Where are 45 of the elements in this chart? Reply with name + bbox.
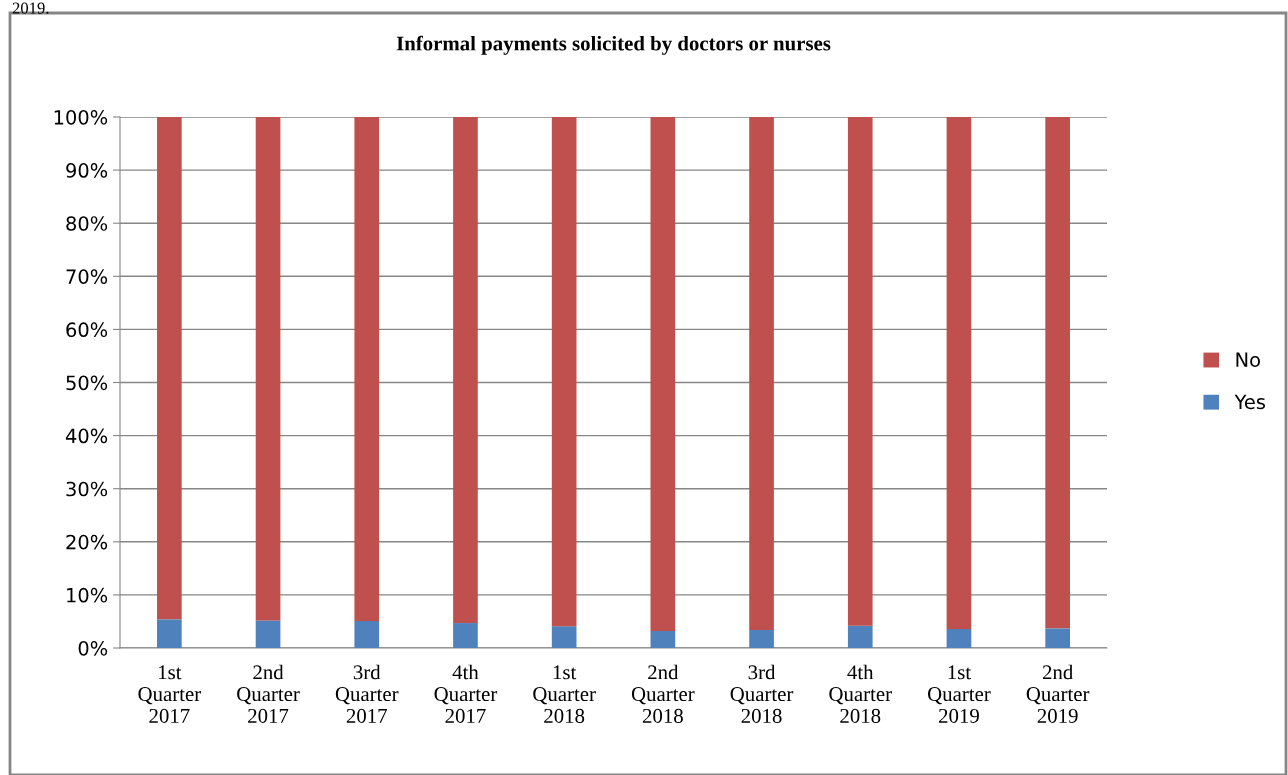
x-tick-label: 2nd Quarter 2019: [1026, 664, 1090, 723]
x-tick-label: 1st Quarter 2018: [533, 665, 596, 723]
bar: [354, 117, 380, 621]
x-tick-label: 2nd Quarter 2017: [237, 664, 300, 723]
bar: [453, 117, 478, 624]
x-tick-label: 4th Quarter 2017: [434, 664, 498, 723]
y-tick-label: 90%: [66, 163, 108, 178]
chart-title: Informal payments solicited by doctors or nurses: [396, 35, 831, 55]
bar: [749, 629, 774, 648]
bar: [255, 620, 281, 648]
bar: [354, 620, 380, 648]
bar: [453, 623, 478, 648]
legend-label: No: [1236, 352, 1260, 368]
bar: [749, 117, 774, 630]
x-tick-label: 3rd Quarter 2018: [730, 664, 794, 723]
y-tick-label: 20%: [66, 534, 108, 550]
y-tick-label: 30%: [66, 481, 108, 497]
y-tick-label: 50%: [66, 375, 108, 391]
text: 2019.: [12, 2, 49, 14]
bar: [946, 628, 972, 648]
y-tick-label: 60%: [66, 322, 108, 338]
y-tick-label: 100%: [54, 109, 108, 125]
bar: [1045, 628, 1070, 648]
bar: [650, 117, 676, 632]
x-tick-label: 3rd Quarter 2017: [335, 664, 399, 723]
bar: [551, 117, 577, 627]
legend-label: Yes: [1234, 394, 1266, 410]
x-tick-label: 2nd Quarter 2018: [631, 664, 695, 723]
y-tick-label: 40%: [65, 428, 108, 444]
x-tick-label: 1st Quarter 2017: [138, 665, 201, 723]
y-tick-label: 10%: [67, 587, 108, 603]
bar: [1045, 117, 1070, 629]
bar: [551, 626, 577, 648]
bar: [650, 631, 676, 648]
bar: [847, 117, 873, 626]
bar: [847, 625, 873, 648]
y-tick-label: 0%: [78, 640, 108, 656]
y-tick-label: 70%: [66, 269, 108, 284]
y-tick-label: 80%: [66, 216, 108, 231]
x-tick-label: 4th Quarter 2018: [829, 664, 892, 723]
bar: [255, 117, 281, 621]
bar: [946, 117, 972, 629]
x-tick-label: 1st Quarter 2019: [928, 665, 991, 723]
bar: [157, 117, 182, 620]
bar: [157, 619, 182, 648]
